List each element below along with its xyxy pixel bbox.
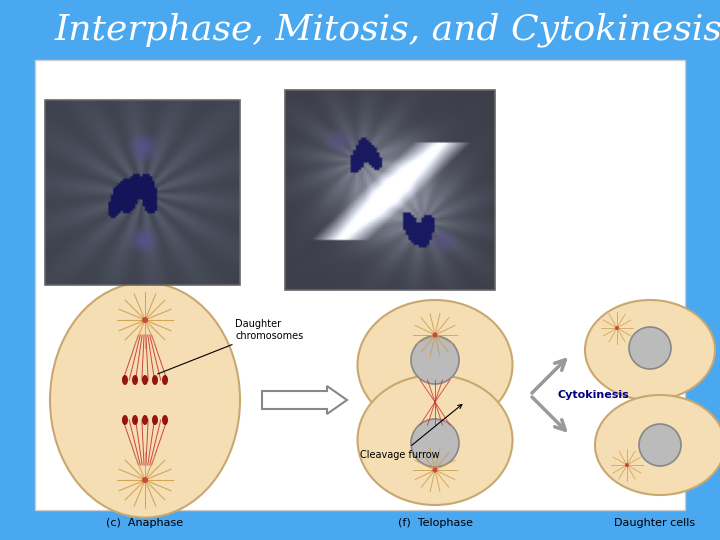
Ellipse shape: [152, 375, 158, 385]
Ellipse shape: [142, 477, 148, 483]
Ellipse shape: [152, 415, 158, 425]
Ellipse shape: [433, 468, 438, 472]
Ellipse shape: [625, 463, 629, 467]
Ellipse shape: [132, 415, 138, 425]
Ellipse shape: [142, 375, 148, 385]
Ellipse shape: [585, 300, 715, 400]
Ellipse shape: [358, 375, 513, 505]
Text: Cleavage furrow: Cleavage furrow: [360, 404, 462, 460]
Ellipse shape: [411, 419, 459, 467]
Ellipse shape: [433, 333, 438, 338]
Ellipse shape: [358, 300, 513, 430]
Text: Daughter
chromosomes: Daughter chromosomes: [158, 319, 303, 374]
Bar: [45, 100, 240, 285]
Text: Cytokinesis: Cytokinesis: [558, 390, 630, 400]
Text: Interphase, Mitosis, and Cytokinesis: Interphase, Mitosis, and Cytokinesis: [55, 13, 720, 47]
Bar: [285, 90, 495, 290]
Ellipse shape: [142, 317, 148, 323]
Ellipse shape: [411, 336, 459, 384]
Text: Daughter cells: Daughter cells: [614, 518, 696, 528]
Ellipse shape: [50, 282, 240, 517]
Ellipse shape: [162, 415, 168, 425]
FancyArrow shape: [262, 386, 347, 414]
Ellipse shape: [132, 375, 138, 385]
Bar: [35, 60, 685, 510]
Ellipse shape: [615, 326, 619, 330]
Ellipse shape: [595, 395, 720, 495]
Ellipse shape: [629, 327, 671, 369]
Text: (c)  Anaphase: (c) Anaphase: [107, 518, 184, 528]
Ellipse shape: [122, 375, 128, 385]
Ellipse shape: [122, 415, 128, 425]
Ellipse shape: [162, 375, 168, 385]
Text: (f)  Telophase: (f) Telophase: [397, 518, 472, 528]
Ellipse shape: [639, 424, 681, 466]
Ellipse shape: [142, 415, 148, 425]
